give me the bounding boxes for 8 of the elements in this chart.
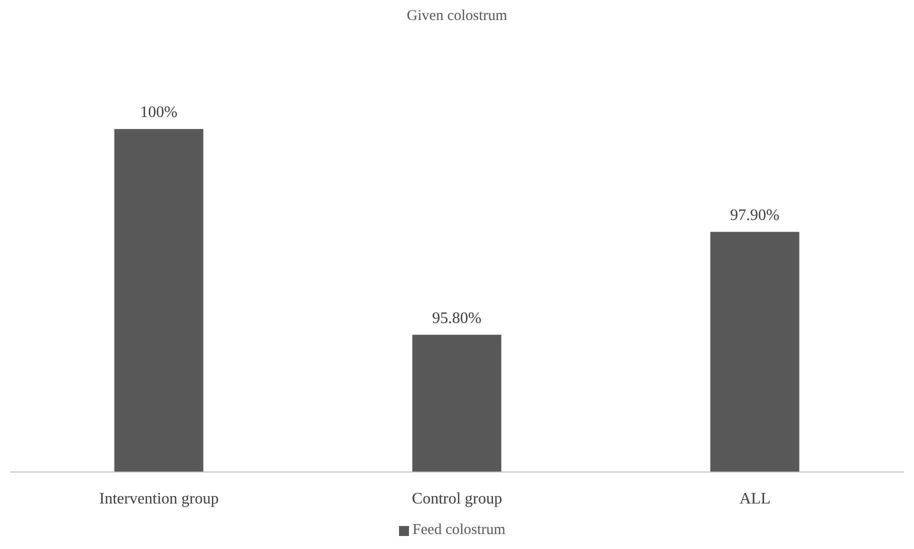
data-label: 100% xyxy=(140,104,178,121)
x-tick-label: Intervention group xyxy=(99,490,219,508)
data-label: 95.80% xyxy=(432,310,482,327)
x-tick-label: ALL xyxy=(739,490,771,508)
x-tick-label: Control group xyxy=(412,490,502,508)
chart-title: Given colostrum xyxy=(406,8,508,25)
data-label: 97.90% xyxy=(730,206,780,224)
legend-label: Feed colostrum xyxy=(412,522,506,538)
